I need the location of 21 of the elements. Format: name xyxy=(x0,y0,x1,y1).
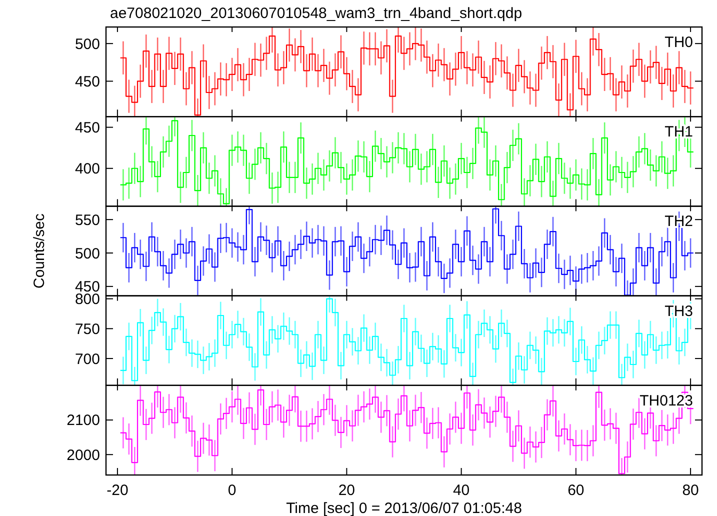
y-tick-label: 550 xyxy=(74,212,100,229)
y-tick-label: 2100 xyxy=(66,412,100,430)
y-tick-label: 500 xyxy=(74,245,100,262)
chart-title: ae708021020_20130607010548_wam3_trn_4band_short.qdp xyxy=(110,5,522,22)
x-axis-title: Time [sec] 0 = 2013/06/07 01:05:48 xyxy=(286,500,522,516)
x-tick-label: 60 xyxy=(568,482,584,499)
y-tick-label: 700 xyxy=(74,350,100,368)
y-tick-label: 2000 xyxy=(66,446,100,464)
y-tick-label: 450 xyxy=(74,73,100,90)
x-tick-label: 0 xyxy=(228,482,236,499)
y-tick-label: 800 xyxy=(74,291,100,308)
x-tick-label: 80 xyxy=(682,482,699,499)
y-tick-label: 500 xyxy=(74,36,100,53)
x-tick-label: 20 xyxy=(338,482,356,499)
y-axis-title: Counts/sec xyxy=(31,212,48,289)
series-label: TH0 xyxy=(664,34,693,51)
x-tick-label: -20 xyxy=(106,482,128,499)
y-tick-label: 450 xyxy=(74,120,100,137)
x-tick-label: 40 xyxy=(452,482,470,499)
y-tick-label: 400 xyxy=(74,160,100,178)
y-tick-label: 750 xyxy=(74,320,100,338)
